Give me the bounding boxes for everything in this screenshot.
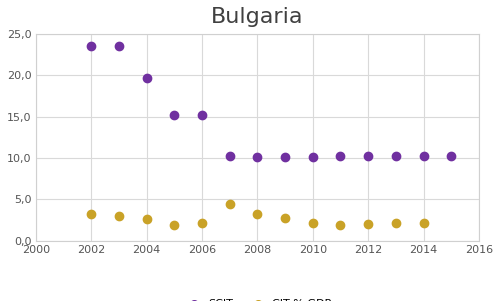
CIT % GDP: [254, 211, 262, 216]
SCIT: [170, 113, 178, 117]
CIT % GDP: [170, 223, 178, 228]
SCIT: [115, 44, 123, 49]
CIT % GDP: [87, 212, 95, 217]
CIT % GDP: [420, 221, 428, 226]
SCIT: [392, 154, 400, 159]
CIT % GDP: [336, 223, 344, 228]
CIT % GDP: [281, 216, 289, 221]
Legend: SCIT, CIT % GDP: SCIT, CIT % GDP: [178, 295, 336, 301]
CIT % GDP: [364, 222, 372, 227]
SCIT: [309, 155, 317, 160]
CIT % GDP: [309, 221, 317, 226]
CIT % GDP: [115, 214, 123, 219]
CIT % GDP: [142, 217, 150, 222]
CIT % GDP: [392, 220, 400, 225]
SCIT: [420, 154, 428, 159]
SCIT: [364, 154, 372, 159]
SCIT: [281, 155, 289, 160]
SCIT: [254, 155, 262, 160]
SCIT: [448, 154, 456, 159]
SCIT: [87, 44, 95, 49]
SCIT: [336, 154, 344, 159]
SCIT: [226, 154, 234, 159]
SCIT: [198, 113, 206, 117]
Title: Bulgaria: Bulgaria: [211, 7, 304, 27]
SCIT: [142, 76, 150, 80]
CIT % GDP: [198, 220, 206, 225]
CIT % GDP: [226, 201, 234, 206]
